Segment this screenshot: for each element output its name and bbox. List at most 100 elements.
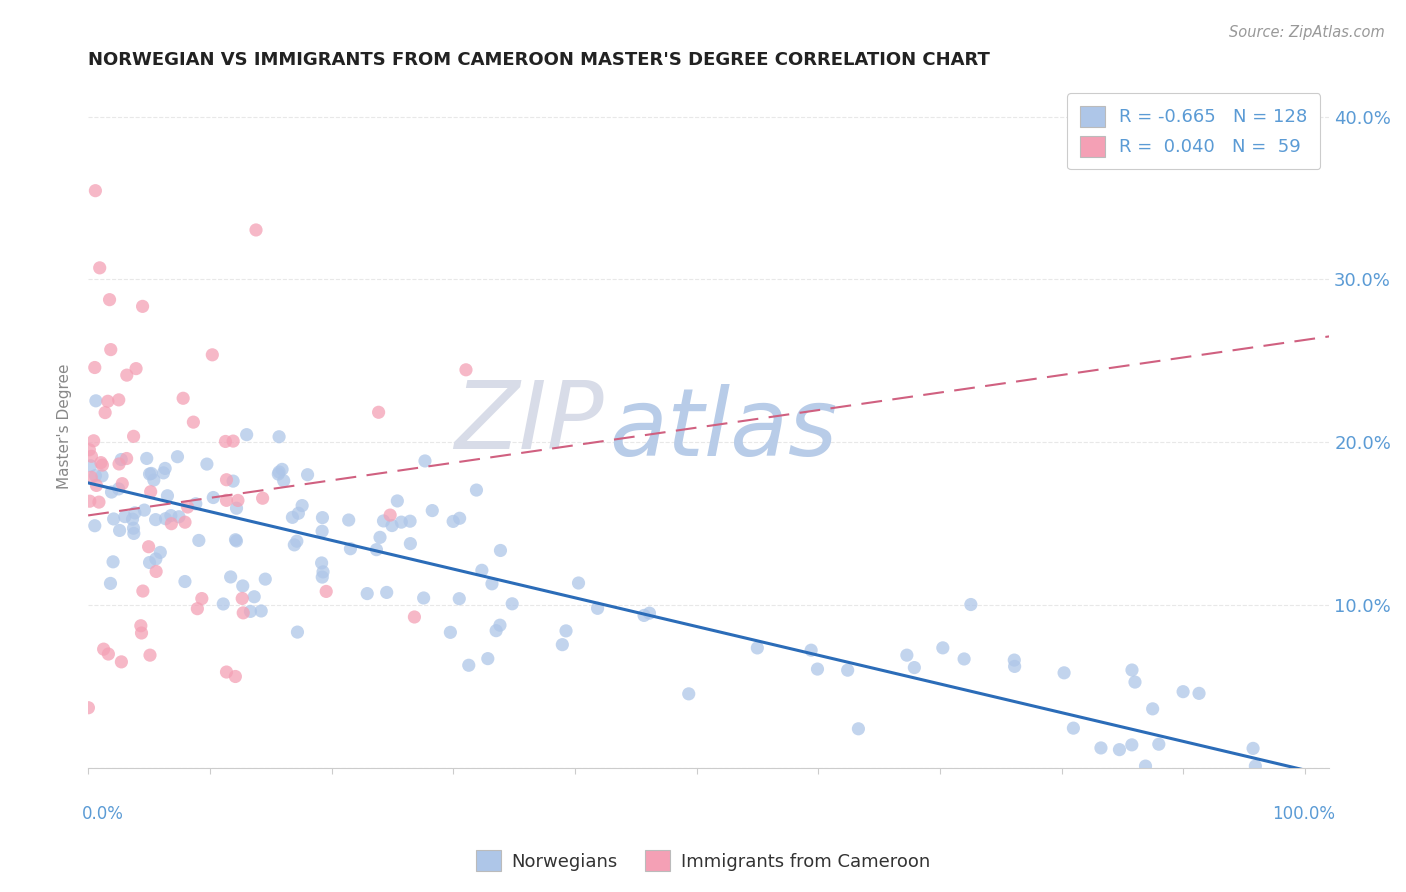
Point <box>79 494 101 508</box>
Point <box>129 619 152 633</box>
Point <box>83 434 105 448</box>
Point <box>254 572 277 586</box>
Point <box>94 406 117 420</box>
Point <box>83 518 105 533</box>
Point <box>125 361 148 376</box>
Point <box>366 542 388 557</box>
Point <box>903 660 925 674</box>
Point <box>1121 663 1143 677</box>
Point <box>226 493 249 508</box>
Point <box>77 700 100 714</box>
Point <box>245 223 267 237</box>
Point <box>156 489 179 503</box>
Point <box>184 497 207 511</box>
Point <box>232 606 254 620</box>
Point <box>219 570 242 584</box>
Point <box>98 293 121 307</box>
Point <box>389 515 412 529</box>
Point <box>1171 684 1194 698</box>
Point <box>420 503 443 517</box>
Point <box>311 556 333 570</box>
Point <box>471 563 494 577</box>
Point <box>378 508 401 522</box>
Point <box>84 468 107 483</box>
Point <box>489 618 512 632</box>
Point <box>404 610 426 624</box>
Point <box>1123 675 1146 690</box>
Point <box>138 540 160 554</box>
Point <box>195 457 218 471</box>
Point <box>139 648 162 662</box>
Point <box>412 591 434 605</box>
Point <box>638 606 661 620</box>
Point <box>187 533 209 548</box>
Point <box>212 597 235 611</box>
Point <box>449 591 471 606</box>
Point <box>131 299 153 313</box>
Point <box>84 184 107 198</box>
Point <box>183 415 205 429</box>
Point <box>273 474 295 488</box>
Point <box>960 598 983 612</box>
Y-axis label: Master's Degree: Master's Degree <box>58 363 72 489</box>
Point <box>174 574 197 589</box>
Point <box>215 665 238 679</box>
Point <box>107 482 129 496</box>
Point <box>186 601 208 615</box>
Point <box>90 456 112 470</box>
Legend: R = -0.665   N = 128, R =  0.040   N =  59: R = -0.665 N = 128, R = 0.040 N = 59 <box>1067 93 1320 169</box>
Point <box>138 467 160 481</box>
Point <box>806 662 828 676</box>
Point <box>202 491 225 505</box>
Point <box>1053 665 1076 680</box>
Point <box>91 458 114 472</box>
Text: NORWEGIAN VS IMMIGRANTS FROM CAMEROON MASTER'S DEGREE CORRELATION CHART: NORWEGIAN VS IMMIGRANTS FROM CAMEROON MA… <box>89 51 990 69</box>
Point <box>224 533 246 547</box>
Point <box>87 495 110 509</box>
Point <box>281 510 304 524</box>
Point <box>225 533 247 548</box>
Point <box>311 510 333 524</box>
Point <box>747 640 769 655</box>
Point <box>124 506 146 520</box>
Point <box>222 434 245 448</box>
Point <box>108 524 131 538</box>
Point <box>1188 686 1211 700</box>
Point <box>449 511 471 525</box>
Point <box>149 545 172 559</box>
Point <box>84 393 107 408</box>
Point <box>633 608 655 623</box>
Point <box>387 494 409 508</box>
Point <box>485 624 508 638</box>
Text: atlas: atlas <box>609 384 838 475</box>
Point <box>337 513 360 527</box>
Point <box>145 552 167 566</box>
Point <box>97 394 120 409</box>
Point <box>174 515 197 529</box>
Point <box>367 405 389 419</box>
Point <box>97 647 120 661</box>
Point <box>267 465 290 479</box>
Point <box>138 556 160 570</box>
Point <box>1244 759 1267 773</box>
Point <box>139 484 162 499</box>
Point <box>155 511 177 525</box>
Point <box>160 508 183 523</box>
Point <box>100 485 122 500</box>
Point <box>110 655 132 669</box>
Point <box>235 427 257 442</box>
Point <box>373 514 395 528</box>
Point <box>145 513 167 527</box>
Point <box>80 450 103 464</box>
Point <box>107 392 129 407</box>
Point <box>413 454 436 468</box>
Text: Source: ZipAtlas.com: Source: ZipAtlas.com <box>1229 25 1385 40</box>
Point <box>555 624 578 638</box>
Point <box>457 658 479 673</box>
Point <box>243 590 266 604</box>
Point <box>134 503 156 517</box>
Point <box>115 451 138 466</box>
Point <box>231 591 253 606</box>
Point <box>896 648 918 662</box>
Point <box>399 514 422 528</box>
